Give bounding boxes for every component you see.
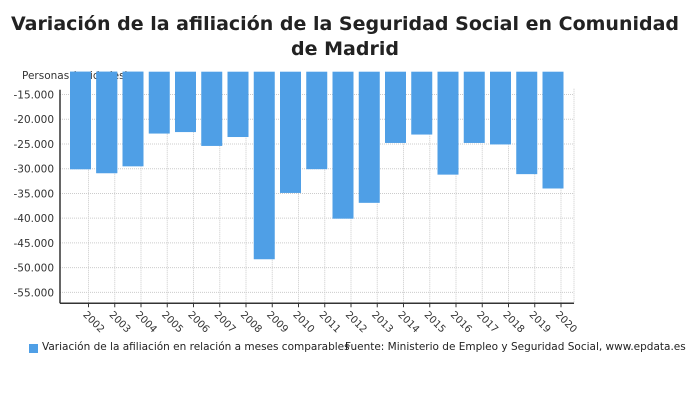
- bar-2009: [253, 71, 275, 260]
- y-tick-label: -50.000: [13, 263, 54, 275]
- x-tick-label: 2011: [317, 310, 343, 336]
- x-tick-label: 2005: [159, 310, 185, 336]
- bar-2007: [201, 71, 223, 146]
- x-tick-label: 2006: [185, 310, 211, 336]
- bar-2013: [358, 71, 380, 203]
- x-tick-label: 2014: [395, 310, 421, 336]
- bar-2020: [542, 71, 564, 189]
- x-tick-label: 2020: [553, 310, 579, 336]
- y-tick-label: -25.000: [13, 139, 54, 151]
- bar-2016: [437, 71, 459, 175]
- x-tick-label: 2015: [422, 310, 448, 336]
- y-tick-label: -15.000: [13, 89, 54, 101]
- bar-2005: [148, 71, 170, 134]
- x-tick-label: 2009: [264, 310, 290, 336]
- bar-2006: [175, 71, 196, 133]
- bar-2012: [332, 71, 354, 219]
- legend-swatch: [29, 344, 38, 353]
- source-note: Fuente: Ministerio de Empleo y Seguridad…: [345, 341, 686, 353]
- legend-label: Variación de la afiliación en relación a…: [42, 341, 350, 353]
- y-tick-label: -45.000: [13, 238, 54, 250]
- x-tick-label: 2019: [527, 310, 553, 336]
- x-tick-label: 2010: [290, 310, 316, 336]
- bar-2008: [227, 71, 249, 138]
- bar-2010: [280, 71, 301, 193]
- x-tick-label: 2016: [448, 310, 474, 336]
- bar-2019: [516, 71, 538, 175]
- x-tick-label: 2008: [238, 310, 264, 336]
- bar-overlay-2003: [96, 71, 118, 174]
- y-tick-label: -30.000: [13, 164, 54, 176]
- y-tick-label: -35.000: [13, 188, 54, 200]
- bar-2011: [306, 71, 328, 170]
- bar-overlay-2004: [122, 71, 144, 167]
- x-tick-label: 2017: [474, 310, 500, 336]
- x-tick-label: 2018: [500, 310, 526, 336]
- y-tick-label: -55.000: [13, 287, 54, 299]
- bar-2017: [463, 71, 485, 143]
- bar-2018: [490, 71, 511, 145]
- x-tick-label: 2003: [107, 310, 133, 336]
- y-tick-label: -40.000: [13, 213, 54, 225]
- x-tick-label: 2004: [133, 310, 159, 336]
- chart-title: Variación de la afiliación de la Segurid…: [10, 13, 680, 60]
- x-tick-label: 2013: [369, 310, 395, 336]
- x-tick-label: 2007: [212, 310, 238, 336]
- x-tick-label: 2002: [80, 310, 106, 336]
- bar-2015: [411, 71, 433, 135]
- x-tick-label: 2012: [343, 310, 369, 336]
- y-tick-label: -20.000: [13, 114, 54, 126]
- bar-2014: [385, 71, 406, 143]
- bar-overlay-2002: [70, 71, 91, 170]
